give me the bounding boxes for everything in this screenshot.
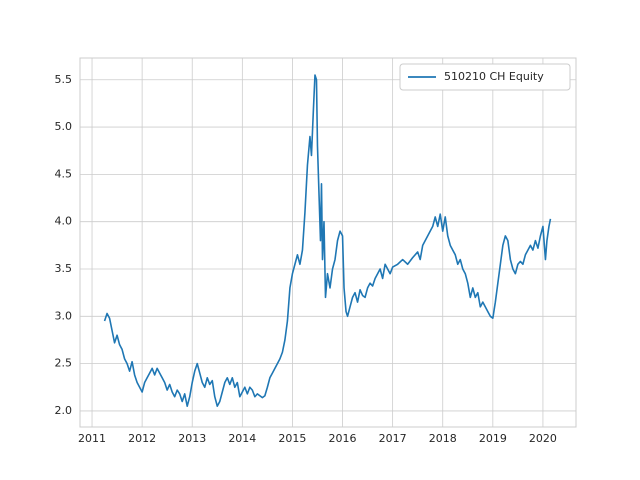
y-tick-label: 2.5 (55, 357, 73, 370)
series-line (103, 74, 552, 407)
x-tick-label: 2018 (429, 432, 457, 445)
y-tick-label: 4.5 (55, 167, 73, 180)
y-tick-label: 3.0 (55, 309, 73, 322)
y-tick-label: 5.5 (55, 73, 73, 86)
y-tick-label: 2.0 (55, 404, 73, 417)
plot-frame (79, 57, 577, 428)
y-tick-label: 3.5 (55, 262, 73, 275)
legend-label: 510210 CH Equity (444, 70, 544, 83)
x-tick-label: 2020 (529, 432, 557, 445)
x-tick-label: 2015 (278, 432, 306, 445)
y-tick-label: 5.0 (55, 120, 73, 133)
x-tick-label: 2019 (479, 432, 507, 445)
x-tick-label: 2017 (379, 432, 407, 445)
y-tick-label: 4.0 (55, 215, 73, 228)
x-tick-label: 2012 (128, 432, 156, 445)
legend-box (399, 63, 571, 91)
x-tick-label: 2011 (78, 432, 106, 445)
x-tick-label: 2014 (228, 432, 256, 445)
x-tick-label: 2016 (329, 432, 357, 445)
x-tick-label: 2013 (178, 432, 206, 445)
